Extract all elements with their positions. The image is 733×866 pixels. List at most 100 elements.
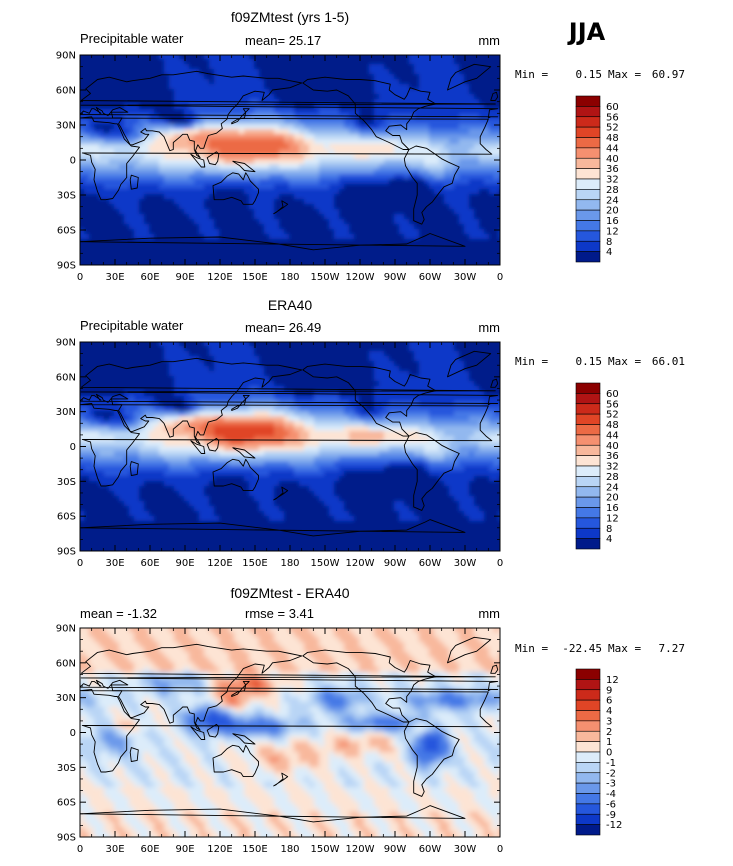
- lat-tick-label: 90S: [57, 261, 76, 272]
- lon-tick-label: 0: [77, 844, 83, 855]
- colorbar-level-label: 60: [606, 389, 619, 400]
- lat-tick-label: 60N: [56, 86, 76, 97]
- colorbar-level-label: 44: [606, 143, 619, 154]
- colorbar-swatch: [575, 424, 601, 436]
- colorbar-level-label: 60: [606, 102, 619, 113]
- lat-tick-label: 60S: [57, 226, 76, 237]
- panel-diff: f09ZMtest - ERA40 mean = -1.32 rmse = 3.…: [56, 585, 685, 855]
- colorbar-swatch: [575, 403, 601, 415]
- colorbar-level-label: 20: [606, 493, 619, 504]
- coastline: [190, 726, 206, 740]
- colorbar-level-label: 0: [606, 748, 612, 759]
- colorbar-swatch: [575, 741, 601, 753]
- min-value: 0.15: [576, 355, 603, 368]
- colorbar-swatch: [575, 382, 601, 394]
- colorbar-swatch: [575, 538, 601, 550]
- coastline: [129, 747, 139, 762]
- colorbar-swatch: [575, 465, 601, 477]
- min-label: Min =: [515, 642, 548, 655]
- colorbar-swatch: [575, 824, 601, 836]
- colorbar-level-label: -4: [606, 789, 616, 800]
- colorbar-swatch: [575, 762, 601, 774]
- coastline: [212, 458, 259, 492]
- lon-tick-label: 90W: [384, 844, 407, 855]
- units-label: mm: [478, 33, 500, 48]
- colorbar-level-label: 40: [606, 441, 619, 452]
- coastline: [231, 680, 250, 697]
- coastline: [80, 70, 499, 159]
- coastline: [80, 805, 466, 823]
- coastline: [80, 643, 499, 731]
- lat-tick-label: 90S: [57, 833, 76, 844]
- lon-tick-label: 0: [497, 272, 503, 283]
- coastlines: [80, 350, 499, 537]
- coastlines: [80, 63, 499, 251]
- colorbar-swatch: [575, 413, 601, 425]
- panel-model: f09ZMtest (yrs 1-5) Precipitable water m…: [56, 9, 685, 283]
- colorbar-swatch: [575, 147, 601, 159]
- lon-tick-label: 30W: [454, 844, 477, 855]
- coastline: [232, 733, 256, 745]
- lon-tick-label: 90E: [175, 272, 194, 283]
- lon-tick-label: 120E: [207, 844, 232, 855]
- lon-tick-label: 150E: [242, 558, 267, 569]
- coastline: [80, 357, 499, 445]
- colorbar-level-label: 3: [606, 716, 612, 727]
- colorbar-level-label: 44: [606, 430, 619, 441]
- lon-tick-label: 90E: [175, 558, 194, 569]
- max-label: Max =: [608, 68, 641, 81]
- mean-label: mean= 26.49: [245, 320, 321, 335]
- colorbar-swatch: [575, 168, 601, 180]
- colorbar-level-label: -2: [606, 768, 616, 779]
- coastline: [302, 363, 437, 437]
- colorbar-swatch: [575, 444, 601, 456]
- coastline: [190, 153, 206, 168]
- colorbar-level-label: 40: [606, 154, 619, 165]
- lat-tick-label: 90N: [56, 338, 76, 349]
- colorbar-swatch: [575, 527, 601, 539]
- coastline: [490, 664, 499, 674]
- colorbar-swatch: [575, 720, 601, 732]
- colorbar-swatch: [575, 507, 601, 519]
- lon-tick-label: 30W: [454, 272, 477, 283]
- panel-obs: ERA40 Precipitable water mean= 26.49 mm …: [56, 297, 685, 569]
- max-value: 7.27: [659, 642, 686, 655]
- lat-tick-label: 90N: [56, 624, 76, 635]
- colorbar-swatch: [575, 240, 601, 252]
- lat-tick-label: 60N: [56, 658, 76, 669]
- lon-tick-label: 90W: [384, 272, 407, 283]
- mean-label: mean= 25.17: [245, 33, 321, 48]
- colorbar-level-label: 48: [606, 420, 619, 431]
- colorbar-level-label: 56: [606, 112, 619, 123]
- lat-tick-label: 60S: [57, 798, 76, 809]
- colorbar-swatch: [575, 803, 601, 815]
- lon-tick-label: 0: [497, 558, 503, 569]
- map-field: [80, 342, 500, 551]
- rmse-label: rmse = 3.41: [245, 606, 314, 621]
- lat-tick-label: 30N: [56, 407, 76, 418]
- lon-tick-label: 30E: [105, 272, 124, 283]
- colorbar-level-label: 16: [606, 216, 619, 227]
- colorbar-level-label: 32: [606, 462, 619, 473]
- colorbar-swatch: [575, 106, 601, 118]
- colorbar-swatch: [575, 137, 601, 149]
- max-label: Max =: [608, 642, 641, 655]
- colorbar-swatch: [575, 220, 601, 232]
- colorbar-swatch: [575, 126, 601, 138]
- colorbar-level-label: -12: [606, 820, 622, 831]
- colorbar-level-label: -3: [606, 779, 616, 790]
- lat-tick-label: 0: [70, 156, 76, 167]
- lon-tick-label: 0: [77, 272, 83, 283]
- lat-tick-label: 0: [70, 728, 76, 739]
- lon-tick-label: 120E: [207, 272, 232, 283]
- lat-tick-label: 60N: [56, 372, 76, 383]
- coastline: [302, 76, 437, 150]
- lat-tick-label: 30S: [57, 191, 76, 202]
- colorbar-level-label: 12: [606, 513, 619, 524]
- lon-tick-label: 0: [77, 558, 83, 569]
- colorbar-level-label: 9: [606, 685, 612, 696]
- colorbar-level-label: -6: [606, 799, 616, 810]
- coastline: [206, 723, 220, 738]
- lon-tick-label: 30W: [454, 558, 477, 569]
- colorbar-swatch: [575, 157, 601, 169]
